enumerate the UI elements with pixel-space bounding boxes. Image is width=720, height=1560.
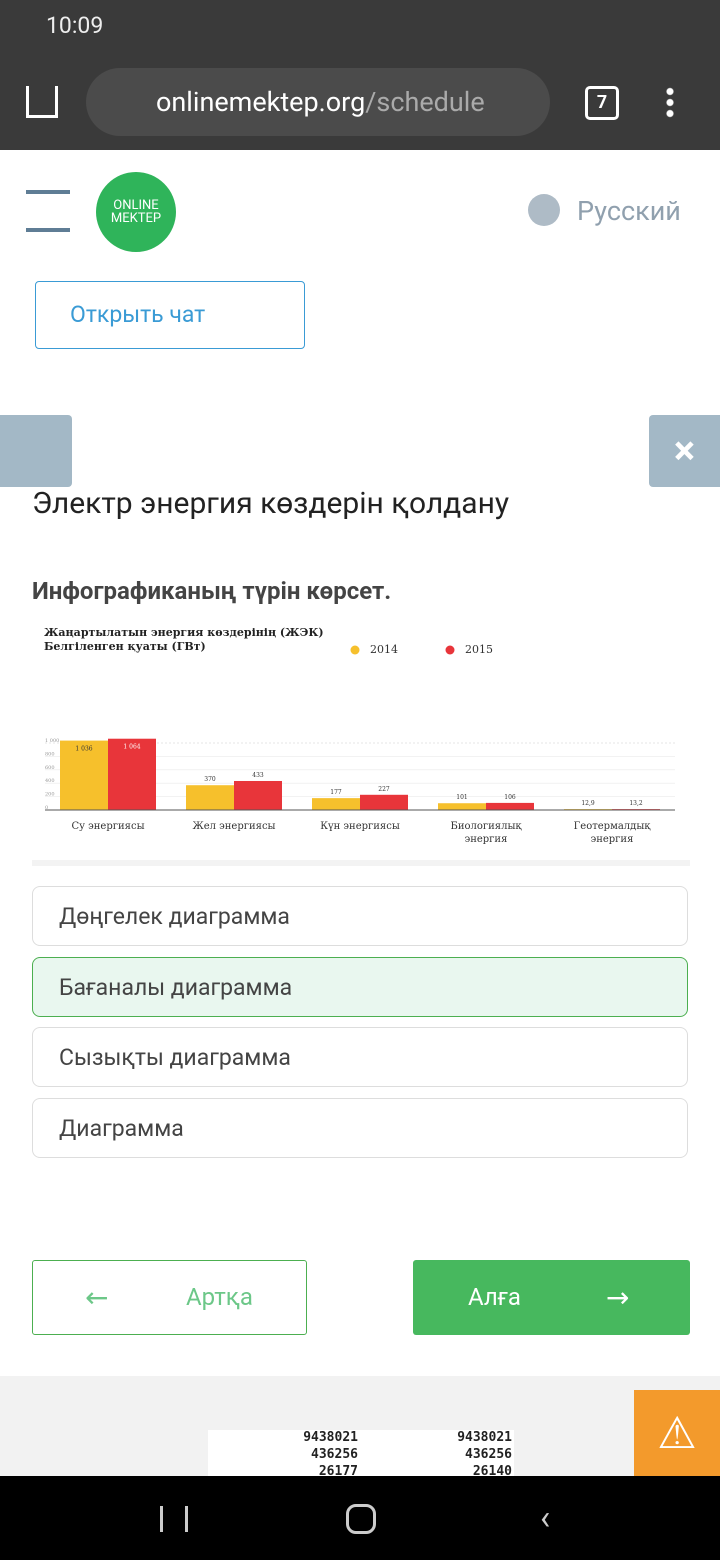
value-label: 433 (252, 772, 264, 779)
clock: 10:09 (46, 12, 104, 39)
x-tick-label: Жел энергиясы (192, 821, 276, 832)
ad-number: 436256 (465, 1447, 512, 1462)
menu-dots[interactable] (666, 86, 674, 118)
x-tick-label: Биологиялық энергия (450, 821, 522, 845)
menu-toggle[interactable] (0, 415, 72, 487)
bar (360, 794, 408, 810)
x-tick-label: Геотермалдық энергия (573, 821, 651, 845)
value-label: 13,2 (629, 800, 643, 807)
legend-swatch (350, 645, 360, 655)
chat-button[interactable]: Открыть чат (35, 281, 305, 349)
y-tick-label: 800 (45, 751, 55, 757)
y-tick-label: 600 (45, 765, 55, 771)
ad-banner: 9438021 436256 26177 9438021 436256 26140 (208, 1430, 514, 1476)
ad-number: 26140 (472, 1464, 512, 1476)
y-tick-label: 200 (45, 792, 55, 798)
chart: Жаңартылатын энергия көздерінің (ЖЭК)Бел… (44, 626, 675, 811)
option[interactable]: Диаграмма (32, 1097, 688, 1158)
lesson-title: Электр энергия көздерін қолдану (32, 486, 510, 521)
url-bar[interactable]: onlinemektep.org/schedule (86, 68, 550, 136)
back[interactable]: ‹ (540, 1498, 551, 1538)
infographic: Жаңартылатын энергия көздерінің (ЖЭК) Бел… (32, 620, 690, 866)
value-label: 227 (378, 786, 390, 793)
home[interactable] (346, 1504, 376, 1534)
ad-number: 9438021 (457, 1430, 512, 1445)
nav-bar: ‹ (0, 1476, 720, 1560)
value-label: 12,9 (581, 800, 595, 807)
alert-button[interactable]: ⚠ (634, 1390, 720, 1476)
ad-number: 9438021 (303, 1430, 358, 1445)
legend-label: 2014 (370, 643, 398, 656)
value-label: 370 (204, 776, 216, 783)
y-tick-label: 0 (45, 805, 48, 811)
option[interactable]: Дөңгелек диаграмма (32, 886, 688, 946)
question: Инфографиканың түрін көрсет. (32, 577, 392, 605)
tab-count[interactable]: 7 (585, 86, 619, 120)
chart-subtitle: Белгіленген қуаты (ГВт) (44, 640, 206, 653)
back-label: Артқа (186, 1283, 253, 1311)
bar (186, 785, 234, 810)
value-label: 177 (330, 789, 342, 796)
back-button[interactable]: ← Артқа (32, 1260, 307, 1335)
y-tick-label: 1 000 (45, 738, 59, 744)
close-button[interactable]: × (649, 415, 720, 487)
logo[interactable]: ONLINE MEKTEP (96, 172, 176, 252)
bar (234, 780, 282, 810)
chart-title: Жаңартылатын энергия көздерінің (ЖЭК) (44, 626, 324, 639)
y-tick-label: 400 (45, 778, 55, 784)
value-label: 1 064 (123, 744, 140, 751)
value-label: 1 036 (75, 746, 92, 753)
bar (486, 802, 534, 810)
language[interactable]: Русский (577, 195, 681, 227)
url-host: onlinemektep.org (156, 86, 366, 118)
url-path: /schedule (365, 86, 485, 118)
value-label: 101 (456, 794, 467, 801)
bar (60, 740, 108, 810)
ad-number: 436256 (311, 1447, 358, 1462)
home-icon[interactable] (26, 86, 58, 118)
next-button[interactable]: Алға → (413, 1260, 690, 1335)
bar (438, 803, 486, 810)
chat-label: Открыть чат (70, 301, 206, 328)
globe-icon (528, 194, 560, 226)
value-label: 106 (504, 794, 516, 801)
next-label: Алға (468, 1283, 521, 1311)
legend-swatch (445, 645, 455, 655)
browser-chrome: 10:09 onlinemektep.org/schedule 7 (0, 0, 720, 150)
bar (312, 798, 360, 810)
x-tick-label: Су энергиясы (71, 821, 145, 832)
sidebar-icon[interactable] (26, 190, 70, 232)
option[interactable]: Сызықты диаграмма (32, 1027, 688, 1087)
logo-bottom: MEKTEP (110, 211, 162, 226)
recents[interactable] (160, 1506, 188, 1532)
legend-label: 2015 (465, 643, 493, 656)
ad-number: 26177 (318, 1464, 358, 1476)
x-tick-label: Күн энергиясы (320, 821, 400, 832)
option[interactable]: Бағаналы диаграмма (32, 956, 688, 1017)
bar (108, 738, 156, 810)
logo-top: ONLINE (113, 198, 159, 213)
